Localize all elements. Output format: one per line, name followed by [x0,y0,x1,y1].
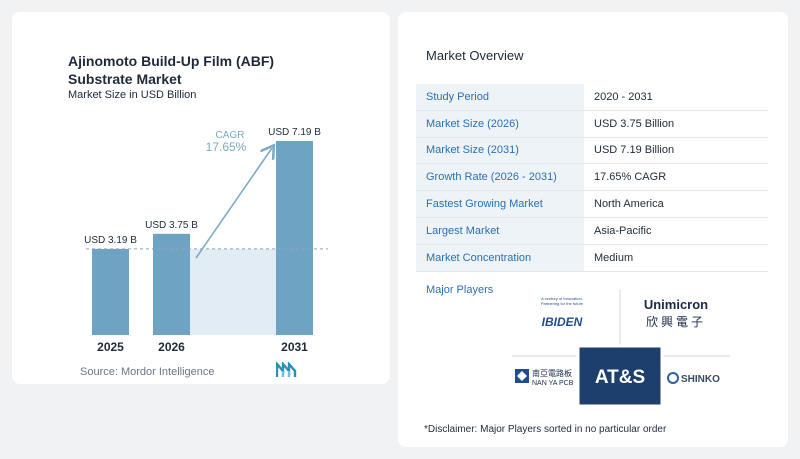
data-label: USD 3.19 B [84,235,137,246]
bar-2025 [92,248,129,335]
mordor-intelligence-logo-icon [276,362,297,377]
overview-value: Asia-Pacific [594,224,652,237]
bar-2031 [276,141,313,335]
ibiden-logo: IBIDEN [542,315,583,329]
data-label: USD 7.19 B [268,127,321,138]
ibiden-tagline: A century of Innovation, [541,296,583,301]
unimicron-logo: Unimicron [644,297,708,312]
overview-label: Largest Market [416,217,584,244]
shinko-logo: SHINKO [681,374,720,385]
overview-row: Growth Rate (2026 - 2031) 17.65% CAGR [416,164,768,192]
x-tick-label: 2025 [97,340,124,354]
cagr-arrow [195,148,272,259]
cagr-value: 17.65% [206,140,247,154]
overview-label: Study Period [416,84,584,110]
overview-title: Market Overview [426,48,524,63]
data-label: USD 3.75 B [145,220,198,231]
nanya-cjk-logo: 南亞電路板 [532,368,572,378]
ibiden-tagline: Partnering for the future [541,301,584,306]
overview-value: 2020 - 2031 [594,90,653,103]
overview-label: Growth Rate (2026 - 2031) [416,164,584,191]
ats-logo-box [578,346,662,406]
bar-2026 [153,233,190,335]
shinko-icon [667,372,679,384]
overview-row: Market Concentration Medium [416,244,768,272]
overview-row: Study Period 2020 - 2031 [416,84,768,111]
cagr-label: CAGR [216,130,245,141]
overview-value: 17.65% CAGR [594,171,667,184]
disclaimer-text: *Disclaimer: Major Players sorted in no … [424,424,667,435]
nanya-logo: NAN YA PCB [532,380,574,387]
chart-subtitle: Market Size in USD Billion [68,89,197,101]
x-tick-label: 2026 [158,340,185,354]
chart-title: Ajinomoto Build-Up Film (ABF) Substrate … [68,53,275,87]
overview-table: Study Period 2020 - 2031 Market Size (20… [416,84,768,272]
overview-row: Fastest Growing Market North America [416,191,768,218]
overview-label: Market Concentration [416,244,584,271]
overview-label: Fastest Growing Market [416,191,584,217]
ats-logo: AT&S [595,367,645,388]
nanya-icon-mark [517,371,527,381]
overview-row: Market Size (2031) USD 7.19 Billion [416,137,768,165]
major-players-title: Major Players [426,284,494,296]
overview-label: Market Size (2026) [416,110,584,137]
overview-value: North America [594,198,664,211]
overview-value: Medium [594,251,634,264]
overview-row: Market Size (2026) USD 3.75 Billion [416,110,768,138]
overview-label: Market Size (2031) [416,137,584,164]
overview-value: USD 7.19 Billion [594,144,675,157]
unimicron-cjk-logo: 欣興電子 [646,315,706,329]
x-tick-label: 2031 [281,340,308,354]
growth-shade [190,248,276,335]
source-text: Source: Mordor Intelligence [80,366,215,378]
overview-row: Largest Market Asia-Pacific [416,217,768,245]
overview-value: USD 3.75 Billion [594,117,675,130]
ats-logo-border [576,344,664,408]
